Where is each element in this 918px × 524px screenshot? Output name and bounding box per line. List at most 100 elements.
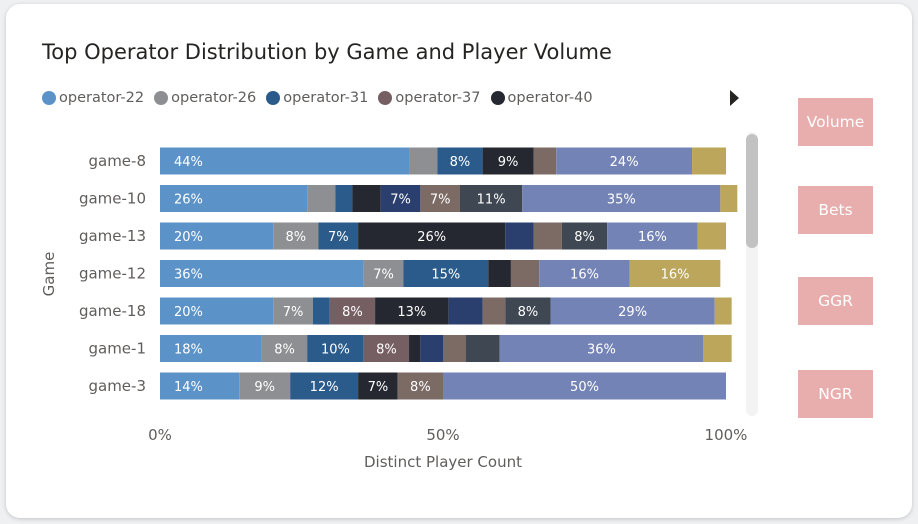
bar-segment[interactable]	[352, 185, 381, 212]
data-label: 26%	[174, 193, 203, 208]
bar-segment[interactable]	[160, 297, 274, 325]
bar-segment[interactable]	[409, 335, 421, 362]
chart-scrollbar-thumb[interactable]	[746, 134, 758, 248]
data-label: 15%	[431, 268, 460, 283]
legend-swatch-1	[154, 91, 169, 105]
bar-segment[interactable]	[607, 222, 698, 250]
bar-segment[interactable]	[465, 335, 500, 362]
bar-segment[interactable]	[459, 185, 523, 212]
bar-segment[interactable]	[482, 297, 506, 325]
data-label: 7%	[390, 193, 411, 208]
data-label: 10%	[321, 343, 350, 358]
bar-segment[interactable]	[420, 185, 460, 212]
bar-segment[interactable]	[160, 222, 274, 250]
data-label: 7%	[430, 193, 451, 208]
legend-item-4[interactable]: operator-40	[490, 90, 593, 106]
legend-swatch-0	[42, 91, 56, 105]
y-tick-label: game-13	[79, 227, 146, 245]
bar-segment[interactable]	[692, 147, 726, 175]
bar-segment[interactable]	[720, 185, 738, 212]
bar-segment[interactable]	[522, 185, 721, 212]
bar-segment[interactable]	[533, 147, 557, 175]
bar-segment[interactable]	[375, 297, 449, 325]
bar-segment[interactable]	[403, 260, 489, 287]
bar-segment[interactable]	[307, 335, 364, 362]
chart-title: Top Operator Distribution by Game and Pl…	[42, 40, 612, 64]
ngr-button[interactable]: NGR	[798, 370, 873, 418]
ggr-button[interactable]: GGR	[798, 277, 873, 325]
bar-segment[interactable]	[697, 222, 726, 250]
bar-segment[interactable]	[273, 297, 313, 325]
bar-segment[interactable]	[160, 335, 262, 362]
bar-segment[interactable]	[556, 147, 693, 175]
bar-segment[interactable]	[318, 222, 359, 250]
data-label: 29%	[618, 305, 647, 320]
bar-segment[interactable]	[561, 222, 608, 250]
bar-segment[interactable]	[363, 260, 404, 287]
bar-segment[interactable]	[239, 372, 291, 400]
data-label: 16%	[570, 268, 599, 283]
bar-segment[interactable]	[358, 372, 398, 400]
data-label: 8%	[342, 305, 363, 320]
legend-swatch-4	[490, 91, 505, 105]
bar-segment[interactable]	[488, 260, 511, 287]
bar-segment[interactable]	[409, 147, 438, 175]
bar-segment[interactable]	[335, 185, 353, 212]
bar-segment[interactable]	[714, 297, 732, 325]
bar-segment[interactable]	[261, 335, 308, 362]
y-tick-label: game-8	[88, 152, 146, 170]
bar-segment[interactable]	[160, 372, 240, 400]
y-axis-title: Game	[40, 252, 58, 297]
volume-button[interactable]: Volume	[798, 98, 873, 146]
bar-segment[interactable]	[505, 222, 534, 250]
bar-segment[interactable]	[312, 297, 330, 325]
legend-label-2: operator-31	[283, 90, 369, 106]
legend-item-0[interactable]: operator-22	[42, 90, 144, 106]
legend-item-1[interactable]: operator-26	[154, 90, 256, 106]
legend-next-arrow-icon[interactable]	[730, 90, 739, 106]
bar-segment[interactable]	[482, 147, 534, 175]
bar-segment[interactable]	[358, 222, 506, 250]
bar-segment[interactable]	[273, 222, 319, 250]
data-label: 20%	[174, 230, 203, 245]
bar-segment[interactable]	[510, 260, 540, 287]
bar-segment[interactable]	[420, 335, 443, 362]
bar-segment[interactable]	[443, 372, 726, 400]
bar-segment[interactable]	[629, 260, 721, 287]
bar-segment[interactable]	[160, 185, 308, 212]
bar-segment[interactable]	[397, 372, 443, 400]
bar-segment[interactable]	[160, 147, 410, 175]
y-tick-label: game-12	[79, 265, 146, 283]
bar-segment[interactable]	[380, 185, 421, 212]
x-tick-label: 50%	[426, 426, 459, 444]
data-label: 11%	[477, 193, 506, 208]
data-label: 36%	[174, 268, 203, 283]
bets-button[interactable]: Bets	[798, 186, 873, 234]
bar-segment[interactable]	[505, 297, 551, 325]
bar-segment[interactable]	[539, 260, 630, 287]
legend-label-1: operator-26	[171, 90, 257, 106]
data-label: 13%	[397, 305, 426, 320]
bar-segment[interactable]	[443, 335, 466, 362]
legend-item-3[interactable]: operator-37	[378, 90, 481, 106]
data-label: 20%	[174, 305, 203, 320]
bar-segment[interactable]	[307, 185, 336, 212]
bar-segment[interactable]	[329, 297, 376, 325]
bar-segment[interactable]	[437, 147, 483, 175]
x-axis-title: Distinct Player Count	[364, 453, 522, 471]
bar-segment[interactable]	[448, 297, 483, 325]
data-label: 18%	[174, 343, 203, 358]
bar-segment[interactable]	[290, 372, 359, 400]
data-label: 7%	[368, 380, 389, 395]
bar-segment[interactable]	[363, 335, 410, 362]
data-label: 8%	[376, 343, 397, 358]
bar-segment[interactable]	[499, 335, 704, 362]
data-label: 16%	[661, 268, 690, 283]
bar-segment[interactable]	[703, 335, 732, 362]
y-tick-label: game-3	[88, 377, 146, 395]
bar-segment[interactable]	[160, 260, 364, 287]
legend-item-2[interactable]: operator-31	[266, 90, 368, 106]
bar-segment[interactable]	[550, 297, 715, 325]
bar-segment[interactable]	[533, 222, 562, 250]
legend-label-3: operator-37	[395, 90, 481, 106]
